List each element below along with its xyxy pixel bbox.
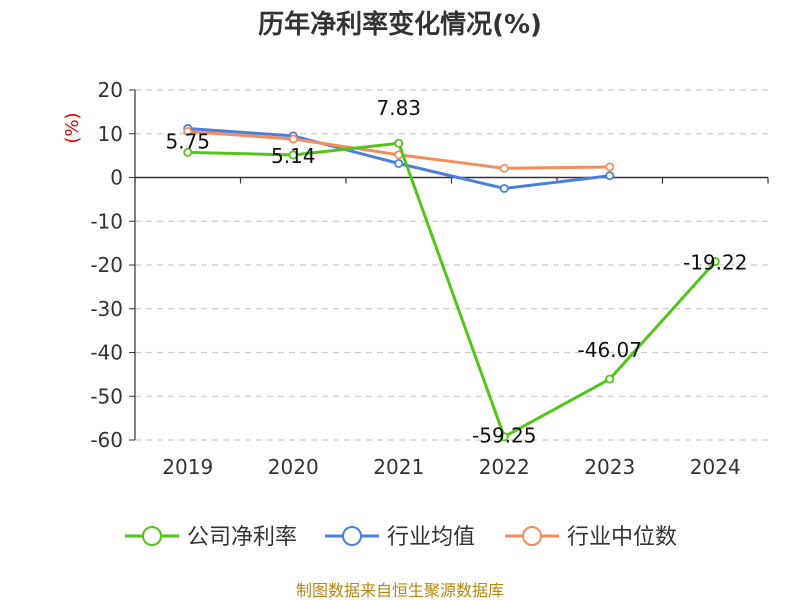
- x-tick-label: 2020: [268, 455, 319, 479]
- data-label: 5.14: [271, 144, 316, 168]
- data-label: 5.75: [165, 129, 210, 153]
- data-point: [499, 432, 509, 442]
- legend-label: 公司净利率: [187, 525, 297, 550]
- data-point: [183, 127, 193, 137]
- y-tick-label: 20: [98, 78, 123, 102]
- y-axis-label: (%): [62, 112, 83, 143]
- legend-label: 行业中位数: [567, 525, 677, 550]
- legend-marker: [342, 526, 362, 546]
- x-tick-label: 2023: [584, 455, 635, 479]
- y-tick-label: -60: [90, 428, 123, 452]
- legend-marker: [142, 526, 162, 546]
- y-tick-label: -30: [90, 297, 123, 321]
- x-tick-label: 2024: [690, 455, 741, 479]
- series-line-0: [187, 141, 717, 439]
- data-point: [499, 163, 509, 173]
- y-tick-label: -50: [90, 384, 123, 408]
- data-label: 7.83: [376, 96, 421, 120]
- y-tick-label: -20: [90, 253, 123, 277]
- x-tick-label: 2022: [479, 455, 530, 479]
- data-label: -59.25: [472, 424, 536, 448]
- x-tick-label: 2019: [162, 455, 213, 479]
- data-point: [394, 138, 404, 148]
- data-point: [605, 162, 615, 172]
- y-tick-label: 0: [110, 166, 123, 190]
- data-point: [605, 374, 615, 384]
- legend-marker: [522, 526, 542, 546]
- source-footer: 制图数据来自恒生聚源数据库: [296, 581, 504, 600]
- y-tick-label: -40: [90, 341, 123, 365]
- data-point: [710, 257, 720, 267]
- data-point: [288, 150, 298, 160]
- data-label: -46.07: [578, 338, 642, 362]
- data-label: -19.22: [683, 251, 747, 275]
- data-point: [605, 171, 615, 181]
- legend-label: 行业均值: [387, 525, 475, 550]
- y-tick-label: -10: [90, 209, 123, 233]
- data-point: [499, 183, 509, 193]
- x-tick-label: 2021: [373, 455, 424, 479]
- y-tick-label: 10: [98, 122, 123, 146]
- chart-title: 历年净利率变化情况(%): [258, 9, 542, 40]
- data-point: [183, 147, 193, 157]
- data-point: [394, 158, 404, 168]
- data-point: [288, 134, 298, 144]
